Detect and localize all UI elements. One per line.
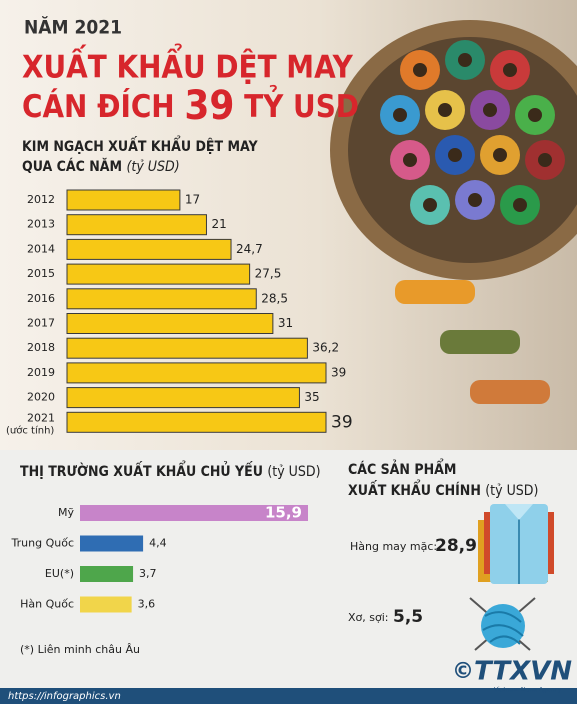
value-label: 17 (185, 193, 200, 207)
shirt-icon (478, 504, 554, 584)
bar (80, 535, 144, 552)
chart-title: KIM NGẠCH XUẤT KHẨU DỆT MAY (22, 135, 258, 155)
bar (66, 313, 274, 334)
footnote: (*) Liên minh châu Âu (20, 643, 140, 656)
value-label: 36,2 (312, 341, 339, 355)
bar (66, 411, 327, 433)
y-tick-label: EU(*) (45, 567, 74, 580)
y-tick-label: 2014 (27, 242, 55, 255)
photo-decoration (330, 20, 577, 404)
y-tick-label: Hàn Quốc (20, 598, 74, 611)
product-value: 5,5 (393, 607, 423, 627)
bar (66, 387, 300, 409)
chart-title-line: QUA CÁC NĂM (22, 157, 122, 175)
copyright: © (452, 659, 474, 684)
product-label: Xơ, sợi: (348, 611, 388, 624)
main-title: CÁN ĐÍCH 39 TỶ USD (22, 83, 359, 129)
kicker: NĂM 2021 (24, 15, 122, 39)
main-title: XUẤT KHẨU DỆT MAY (22, 45, 354, 86)
bar (66, 288, 257, 310)
logo: TTXVN (474, 657, 572, 687)
chart-title: THỊ TRƯỜNG XUẤT KHẨU CHỦ YẾU (tỷ USD) (20, 460, 320, 480)
y-tick-label: 2021 (27, 411, 55, 424)
products-title-line: XUẤT KHẨU CHÍNH (348, 479, 481, 499)
bar (66, 238, 232, 260)
annotation: (ước tính) (6, 424, 54, 436)
bar (80, 505, 308, 521)
products-title: XUẤT KHẨU CHÍNH (tỷ USD) (348, 479, 538, 499)
y-tick-label: 2012 (27, 193, 55, 206)
y-tick-label: 2020 (27, 391, 55, 404)
chart-title-line: THỊ TRƯỜNG XUẤT KHẨU CHỦ YẾU (20, 460, 263, 480)
logo-sub: Vietnam News Agency (494, 687, 562, 694)
value-label: 35 (304, 390, 319, 404)
value-label: 4,4 (149, 537, 167, 550)
y-tick-label: Trung Quốc (11, 537, 74, 550)
value-label: 39 (331, 412, 353, 432)
bar (66, 337, 308, 359)
source: https://infographics.vn (8, 691, 121, 702)
y-tick-label: Mỹ (58, 506, 74, 519)
y-tick-label: 2017 (27, 317, 55, 330)
value-label: 21 (211, 217, 226, 231)
bar (80, 596, 132, 613)
y-tick-label: 2018 (27, 341, 55, 354)
product-label: Hàng may mặc: (350, 540, 437, 553)
value-label: 39 (331, 365, 346, 379)
bar (80, 566, 134, 582)
bar (66, 189, 181, 211)
title-number: 39 (184, 83, 234, 129)
value-label: 15,9 (265, 504, 302, 522)
value-label: 28,5 (261, 291, 288, 305)
footer-band (0, 688, 577, 704)
title-part: TỶ USD (244, 86, 359, 125)
unit: (tỷ USD) (126, 159, 179, 175)
value-label: 24,7 (236, 242, 263, 256)
y-tick-label: 2015 (27, 267, 55, 280)
unit: (tỷ USD) (485, 483, 538, 499)
value-label: 27,5 (255, 267, 282, 281)
products-title: CÁC SẢN PHẨM (348, 458, 456, 478)
unit: (tỷ USD) (267, 464, 320, 480)
chart-title: QUA CÁC NĂM (tỷ USD) (22, 157, 180, 175)
bar (66, 362, 327, 384)
title-part: CÁN ĐÍCH (22, 89, 175, 125)
y-tick-label: 2019 (27, 366, 55, 379)
bar (66, 263, 251, 285)
y-tick-label: 2016 (27, 292, 55, 305)
value-label: 31 (278, 316, 293, 330)
value-label: 3,7 (139, 567, 157, 580)
yarn-icon (469, 597, 536, 651)
product-value: 28,9 (435, 536, 477, 556)
y-tick-label: 2013 (27, 218, 55, 231)
bar (66, 214, 207, 236)
value-label: 3,6 (138, 598, 156, 611)
